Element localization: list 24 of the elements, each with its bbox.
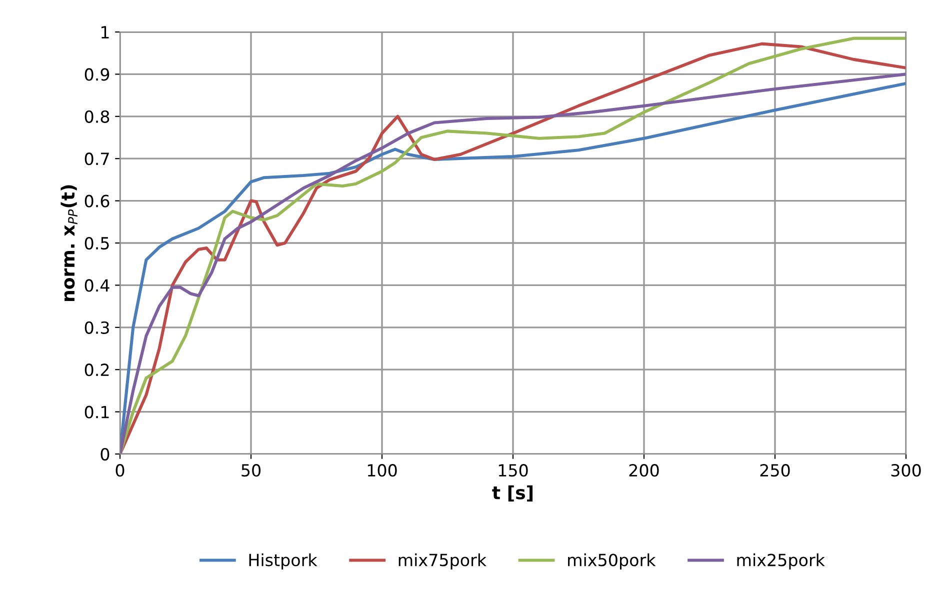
y-tick-label: 0.6	[84, 194, 110, 208]
x-tick-label: 300	[891, 464, 921, 477]
x-tick-label: 150	[498, 464, 528, 477]
legend-label: mix50pork	[568, 553, 656, 570]
x-tick-label: 100	[368, 464, 397, 477]
x-tick-label: 50	[242, 464, 260, 477]
x-axis-title: t [s]	[492, 485, 533, 502]
y-tick-label: 0.2	[84, 364, 109, 376]
x-tick-label: 250	[760, 464, 790, 477]
y-axis-title: norm. x$_{PP}$(t)	[60, 185, 78, 301]
x-tick-label: 0	[116, 464, 124, 477]
x-tick-label: 200	[629, 464, 659, 477]
y-tick-label: 0.8	[84, 110, 110, 123]
legend-label: mix25pork	[737, 553, 825, 570]
y-tick-label: 1	[102, 26, 109, 38]
y-tick-label: 0.3	[84, 321, 109, 334]
y-tick-label: 0.4	[84, 279, 110, 292]
y-tick-label: 0.9	[84, 68, 110, 81]
legend-label: mix75pork	[398, 553, 487, 570]
y-tick-label: 0.7	[84, 152, 109, 166]
y-tick-label: 0.5	[84, 236, 109, 250]
y-tick-label: 0	[100, 448, 110, 461]
y-tick-label: 0.1	[84, 406, 109, 418]
legend-label: Histpork	[249, 553, 318, 570]
